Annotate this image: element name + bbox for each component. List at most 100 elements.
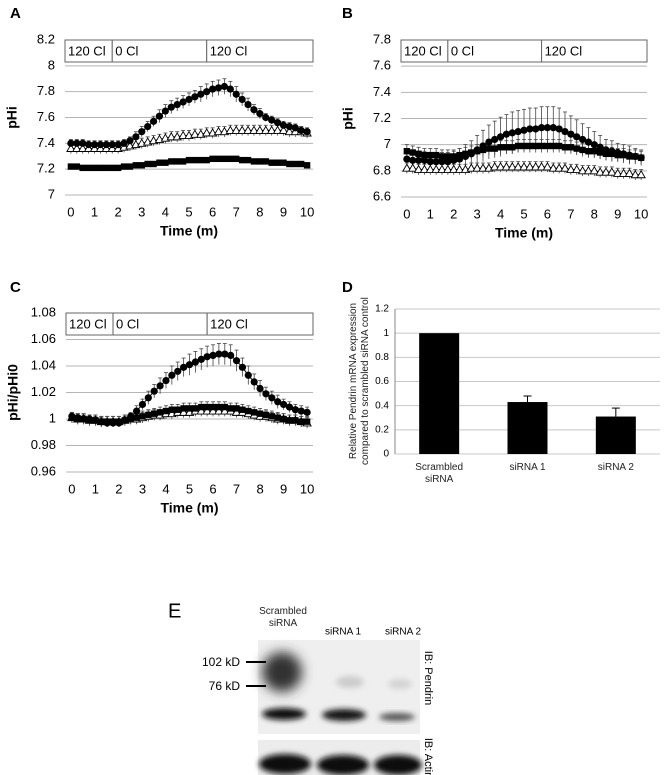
condition-label: 120 Cl [69,316,107,331]
point [555,142,563,150]
y-tick-label: 0.6 [375,376,389,387]
point [591,148,598,155]
point [191,358,199,366]
point [67,139,75,147]
x-tick-label: 2 [450,206,457,221]
point [209,351,217,359]
point [491,135,499,144]
point [268,116,276,124]
point [602,146,610,154]
point [596,149,604,156]
point [233,405,240,412]
point [214,84,223,92]
band [262,652,302,692]
point [80,415,88,423]
point [221,350,229,358]
point [543,124,552,132]
point [185,361,194,369]
point [120,139,128,147]
point [262,113,270,122]
point [203,403,211,411]
point [630,169,641,179]
point [502,130,511,138]
point [532,125,540,133]
point [403,148,411,155]
point [573,133,581,141]
point [495,162,506,171]
point [560,163,570,172]
band [336,676,364,688]
point [126,163,134,170]
point [637,154,645,162]
point [262,390,270,398]
point [214,406,224,415]
x-tick-label: 4 [162,481,169,496]
point [279,121,288,129]
point [114,164,122,172]
condition-label: 0 Cl [115,43,138,58]
x-tick-label: 4 [497,206,504,221]
point [303,418,311,425]
point [619,150,628,158]
point [168,371,176,379]
y-tick-label: 0.8 [375,352,389,363]
y-tick-label: 8.2 [37,31,55,46]
marker-label: 102 kD [202,655,240,669]
point [514,142,522,150]
point [607,167,617,176]
x-tick-label: siRNA 1 [509,462,546,473]
point [555,125,563,133]
point [297,160,305,168]
point [262,411,270,419]
point [590,141,598,149]
point [266,125,277,134]
point [227,155,234,163]
x-tick-label: 3 [138,204,145,219]
point [497,144,504,151]
point [227,405,234,412]
point [97,418,105,426]
x-tick-label: 9 [280,204,287,219]
point [450,156,458,164]
point [297,126,305,135]
point [554,163,564,172]
point [530,162,541,171]
point [614,148,622,157]
point [519,162,529,171]
y-tick-label: 7.4 [37,135,55,150]
x-tick-label: 8 [256,481,263,496]
x-tick-label: 6 [209,481,216,496]
y-tick-label: 0 [383,449,389,460]
point [526,125,534,133]
point [538,142,545,150]
point [208,406,218,415]
bar [419,333,460,454]
point [144,394,152,402]
point [419,164,430,173]
point [561,144,569,151]
point [209,85,217,93]
point [97,164,104,172]
point [272,125,283,134]
point [73,163,81,170]
point [624,168,635,177]
point [636,169,646,179]
point [244,100,252,109]
condition-label: 120 Cl [210,43,248,58]
point [409,156,417,164]
x-tick-label: 5 [186,481,193,496]
point [156,409,164,416]
point [227,351,235,359]
point [589,165,600,175]
x-tick-label: 10 [300,204,314,219]
point [415,150,422,158]
point [198,403,205,411]
lane-label: siRNA 2 [385,627,422,638]
point [231,125,242,134]
y-tick-label: 1 [383,328,389,339]
band [317,755,369,775]
point [190,129,200,138]
point [425,164,436,173]
panel-letter: D [342,279,353,296]
point [583,165,594,175]
